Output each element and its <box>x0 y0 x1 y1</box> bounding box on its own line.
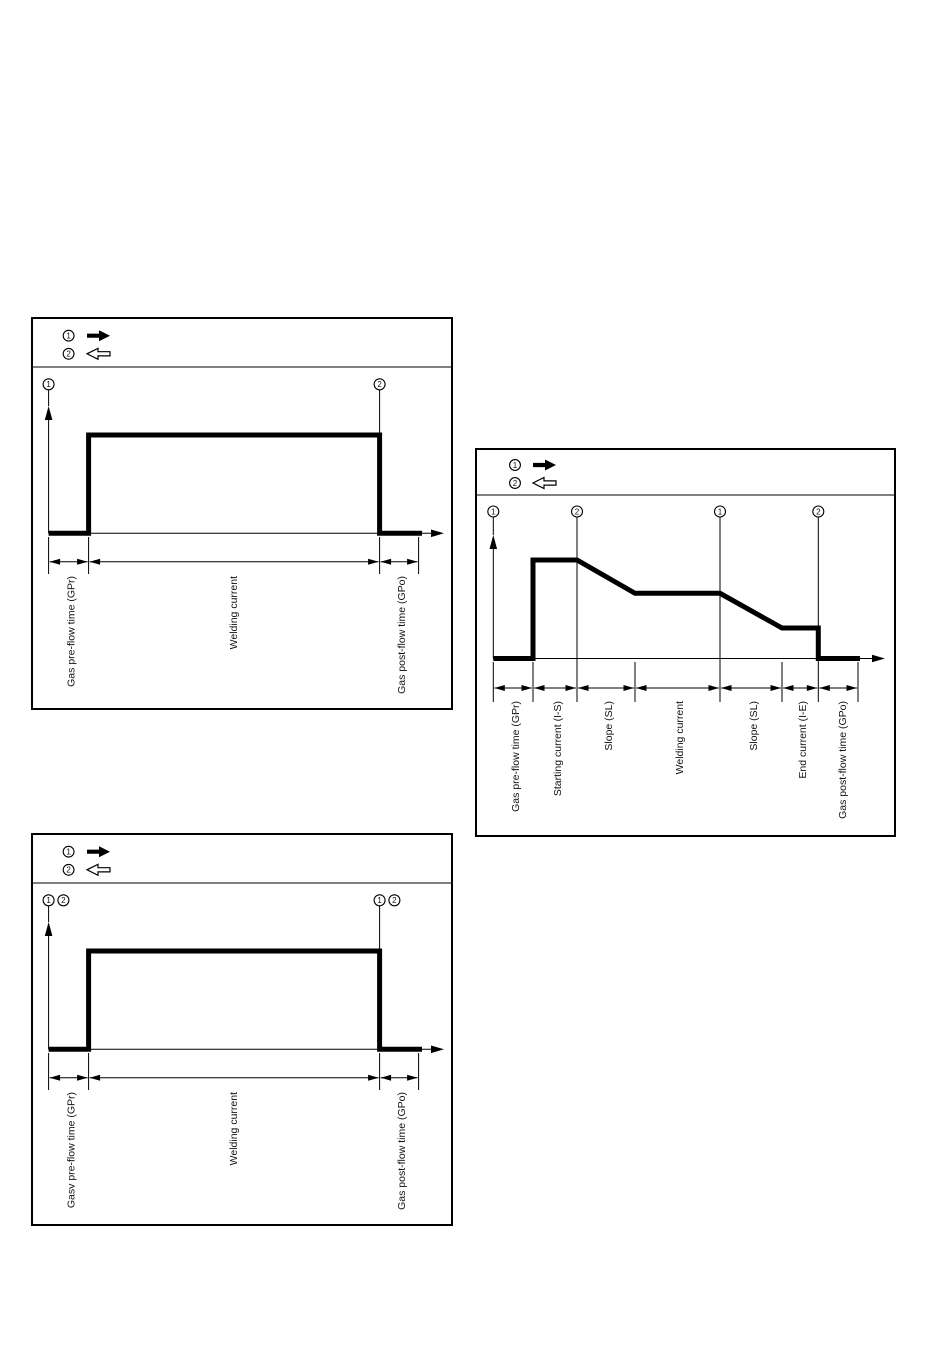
press-arrow-icon <box>533 459 556 471</box>
phase-label-end-current: End current (I-E) <box>797 701 809 779</box>
phase-labels: Gas pre-flow time (GPr) Starting current… <box>510 701 849 819</box>
legend-item-1-number: 1 <box>66 332 71 341</box>
timing-diagram-bottom-left: 1 2 1 2 1 2 <box>31 833 453 1226</box>
marker-1-number: 1 <box>46 380 51 389</box>
phase-label-gas-postflow: Gas post-flow time (GPo) <box>396 1092 408 1210</box>
release-arrow-icon <box>531 476 557 490</box>
phase-label-welding-current: Welding current <box>228 576 240 649</box>
phase-label-welding-current: Welding current <box>228 1092 240 1165</box>
marker-circle <box>388 894 401 907</box>
legend-number-circle <box>62 863 75 876</box>
current-waveform <box>493 557 860 661</box>
legend-item-1-number: 1 <box>66 848 71 857</box>
trigger-markers: 1 2 <box>42 378 386 435</box>
axes <box>489 535 885 663</box>
current-waveform <box>48 948 422 1052</box>
marker-2-number: 2 <box>61 896 66 905</box>
dimension-row <box>48 1053 420 1090</box>
phase-label-slope-down-1: Slope (SL) <box>603 701 615 751</box>
timing-diagram-top-left-canvas: 1 2 1 2 <box>33 329 451 694</box>
y-axis-arrow-icon <box>44 922 53 936</box>
x-axis-arrow-icon <box>872 654 885 663</box>
marker-3-number: 1 <box>377 896 382 905</box>
legend-item-2-number: 2 <box>513 479 518 488</box>
legend-item-2-number: 2 <box>66 350 71 359</box>
release-arrow-icon <box>85 863 111 877</box>
dimension-row <box>492 662 859 702</box>
marker-4-number: 2 <box>392 896 397 905</box>
press-arrow-icon <box>87 846 110 858</box>
phase-label-gas-preflow: Gas pre-flow time (GPr) <box>66 576 78 687</box>
axes <box>44 922 444 1054</box>
legend-number-circle <box>509 477 521 489</box>
marker-circle <box>713 505 727 518</box>
current-waveform <box>48 432 422 536</box>
y-axis-arrow-icon <box>44 406 53 420</box>
phase-label-welding-current: Welding current <box>674 701 686 774</box>
legend-item-2-number: 2 <box>66 866 71 875</box>
marker-2-number: 2 <box>377 380 382 389</box>
marker-circle <box>57 894 70 907</box>
marker-1-number: 1 <box>46 896 51 905</box>
legend-number-circle <box>62 347 75 360</box>
release-arrow-icon <box>85 347 111 361</box>
phase-labels: Gas pre-flow time (GPr) Welding current … <box>66 576 408 694</box>
y-axis-arrow-icon <box>489 535 498 549</box>
marker-circle <box>373 378 386 391</box>
timing-diagram-right: 1 2 1 2 1 2 <box>475 448 896 837</box>
phase-label-gas-preflow: Gas pre-flow time (GPr) <box>510 701 522 812</box>
timing-diagram-right-canvas: 1 2 1 2 1 2 <box>477 459 894 819</box>
phase-label-starting-current: Starting current (I-S) <box>552 701 564 796</box>
timing-diagram-bottom-left-canvas: 1 2 1 2 1 2 <box>33 845 451 1210</box>
legend-number-circle <box>509 459 521 471</box>
marker-2-number: 2 <box>575 507 580 516</box>
press-arrow-icon <box>87 330 110 342</box>
phase-label-gas-preflow: Gasv pre-flow time (GPr) <box>66 1092 78 1208</box>
legend-item-1-number: 1 <box>513 461 518 470</box>
marker-circle <box>570 505 584 518</box>
phase-label-slope-down-2: Slope (SL) <box>748 701 760 751</box>
marker-4-number: 2 <box>816 507 821 516</box>
legend-number-circle <box>62 329 75 342</box>
marker-3-number: 1 <box>718 507 723 516</box>
phase-labels: Gasv pre-flow time (GPr) Welding current… <box>66 1092 408 1210</box>
x-axis-arrow-icon <box>431 1045 444 1054</box>
timing-diagram-top-left: 1 2 1 2 <box>31 317 453 710</box>
trigger-markers: 1 2 1 2 <box>42 894 401 951</box>
legend: 1 2 <box>33 845 451 884</box>
axes <box>44 406 444 538</box>
legend: 1 2 <box>477 459 894 496</box>
marker-1-number: 1 <box>491 507 496 516</box>
phase-label-gas-postflow: Gas post-flow time (GPo) <box>396 576 408 694</box>
trigger-markers: 1 2 1 2 <box>487 505 825 702</box>
marker-circle <box>487 505 500 518</box>
legend-number-circle <box>62 845 75 858</box>
phase-label-gas-postflow: Gas post-flow time (GPo) <box>837 701 849 819</box>
dimension-row <box>48 537 420 574</box>
legend: 1 2 <box>33 329 451 368</box>
marker-circle <box>373 894 386 907</box>
marker-circle <box>42 378 55 391</box>
marker-circle <box>42 894 55 907</box>
x-axis-arrow-icon <box>431 529 444 538</box>
marker-circle <box>812 505 825 518</box>
